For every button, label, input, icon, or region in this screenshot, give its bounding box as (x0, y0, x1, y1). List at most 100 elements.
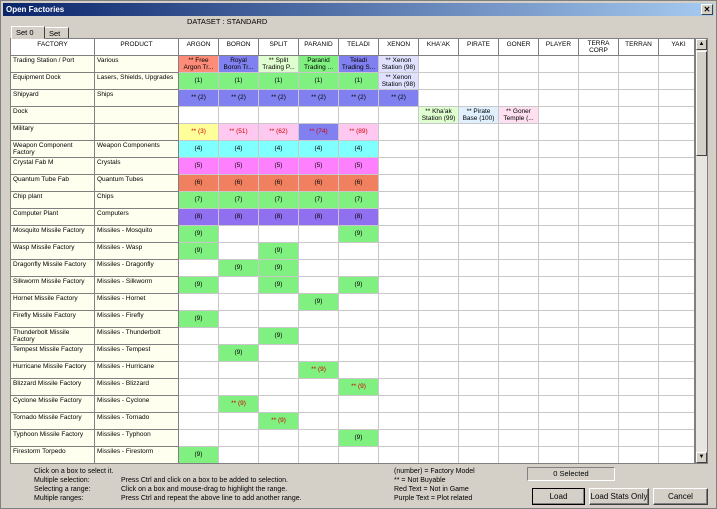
product-name[interactable]: Missiles - Firefly (95, 311, 179, 328)
factory-cell[interactable] (659, 277, 694, 294)
factory-cell[interactable] (579, 90, 619, 107)
product-name[interactable]: Missiles - Firestorm (95, 447, 179, 463)
factory-cell[interactable] (179, 430, 219, 447)
factory-cell[interactable] (499, 345, 539, 362)
factory-cell[interactable] (379, 311, 419, 328)
factory-cell[interactable] (459, 141, 499, 158)
factory-cell[interactable] (619, 413, 659, 430)
factory-cell[interactable] (299, 396, 339, 413)
factory-cell[interactable]: (4) (179, 141, 219, 158)
factory-cell[interactable] (299, 345, 339, 362)
factory-name[interactable]: Blizzard Missile Factory (11, 379, 95, 396)
factory-cell[interactable] (419, 277, 459, 294)
factory-cell[interactable] (259, 345, 299, 362)
tab-set-0[interactable]: Set 0 (11, 26, 45, 39)
factory-cell[interactable] (619, 192, 659, 209)
factory-cell[interactable] (539, 141, 579, 158)
factory-cell[interactable] (659, 124, 694, 141)
factory-cell[interactable]: ** (74) (299, 124, 339, 141)
factory-cell[interactable]: ** (2) (259, 90, 299, 107)
product-name[interactable]: Quantum Tubes (95, 175, 179, 192)
factory-cell[interactable] (379, 124, 419, 141)
factory-cell[interactable] (539, 328, 579, 345)
factory-cell[interactable] (499, 141, 539, 158)
factory-cell[interactable]: ** (2) (179, 90, 219, 107)
factory-cell[interactable] (539, 379, 579, 396)
factory-cell[interactable] (579, 345, 619, 362)
factory-cell[interactable] (379, 294, 419, 311)
factory-cell[interactable] (579, 260, 619, 277)
factory-cell[interactable] (499, 430, 539, 447)
factory-cell[interactable] (339, 447, 379, 463)
factory-cell[interactable]: ** Split Trading P... (259, 56, 299, 73)
factory-cell[interactable] (419, 209, 459, 226)
factory-cell[interactable] (459, 345, 499, 362)
factory-cell[interactable] (379, 430, 419, 447)
factory-cell[interactable] (619, 107, 659, 124)
product-name[interactable]: Missiles - Wasp (95, 243, 179, 260)
factory-cell[interactable] (539, 311, 579, 328)
load-stats-button[interactable]: Load Stats Only (589, 488, 649, 505)
product-name[interactable]: Missiles - Silkworm (95, 277, 179, 294)
factory-cell[interactable]: (6) (339, 175, 379, 192)
factory-cell[interactable] (579, 447, 619, 463)
factory-cell[interactable]: Royal Boron Tr... (219, 56, 259, 73)
factory-cell[interactable]: (4) (339, 141, 379, 158)
factory-cell[interactable] (619, 447, 659, 463)
factory-name[interactable]: Computer Plant (11, 209, 95, 226)
factory-cell[interactable] (379, 328, 419, 345)
factory-name[interactable]: Dragonfly Missile Factory (11, 260, 95, 277)
factory-cell[interactable] (259, 447, 299, 463)
factory-cell[interactable] (339, 345, 379, 362)
factory-cell[interactable]: (9) (179, 311, 219, 328)
product-name[interactable]: Ships (95, 90, 179, 107)
factory-cell[interactable] (179, 107, 219, 124)
factory-cell[interactable]: (4) (299, 141, 339, 158)
scroll-thumb[interactable] (696, 51, 707, 156)
factory-name[interactable]: Trading Station / Port (11, 56, 95, 73)
product-name[interactable]: Missiles - Dragonfly (95, 260, 179, 277)
factory-cell[interactable] (499, 294, 539, 311)
factory-cell[interactable] (379, 175, 419, 192)
factory-name[interactable]: Firestorm Torpedo (11, 447, 95, 463)
factory-cell[interactable] (459, 413, 499, 430)
factory-cell[interactable] (299, 226, 339, 243)
factory-cell[interactable] (539, 362, 579, 379)
factory-cell[interactable]: (9) (179, 226, 219, 243)
factory-cell[interactable] (499, 243, 539, 260)
factory-cell[interactable] (659, 362, 694, 379)
factory-cell[interactable] (179, 294, 219, 311)
factory-cell[interactable] (579, 192, 619, 209)
factory-cell[interactable]: (1) (299, 73, 339, 90)
factory-cell[interactable]: (8) (219, 209, 259, 226)
factory-cell[interactable]: (1) (339, 73, 379, 90)
factory-cell[interactable] (619, 430, 659, 447)
factory-name[interactable]: Tornado Missile Factory (11, 413, 95, 430)
factory-cell[interactable] (219, 430, 259, 447)
factory-cell[interactable]: (9) (299, 294, 339, 311)
close-button[interactable]: ✕ (701, 4, 713, 15)
factory-cell[interactable] (379, 260, 419, 277)
factory-cell[interactable] (459, 158, 499, 175)
factory-cell[interactable] (219, 362, 259, 379)
factory-cell[interactable] (659, 345, 694, 362)
factory-cell[interactable] (459, 311, 499, 328)
factory-cell[interactable] (299, 328, 339, 345)
factory-cell[interactable]: Paranid Trading ... (299, 56, 339, 73)
factory-cell[interactable] (299, 243, 339, 260)
factory-cell[interactable] (259, 379, 299, 396)
factory-cell[interactable] (659, 56, 694, 73)
factory-cell[interactable] (379, 209, 419, 226)
factory-cell[interactable] (619, 209, 659, 226)
factory-cell[interactable] (619, 90, 659, 107)
factory-cell[interactable] (579, 328, 619, 345)
factory-cell[interactable] (339, 328, 379, 345)
factory-cell[interactable]: (7) (259, 192, 299, 209)
factory-cell[interactable] (299, 447, 339, 463)
factory-cell[interactable] (419, 379, 459, 396)
factory-cell[interactable] (459, 260, 499, 277)
factory-cell[interactable] (499, 90, 539, 107)
factory-cell[interactable] (259, 107, 299, 124)
factory-cell[interactable] (379, 362, 419, 379)
factory-cell[interactable] (579, 124, 619, 141)
